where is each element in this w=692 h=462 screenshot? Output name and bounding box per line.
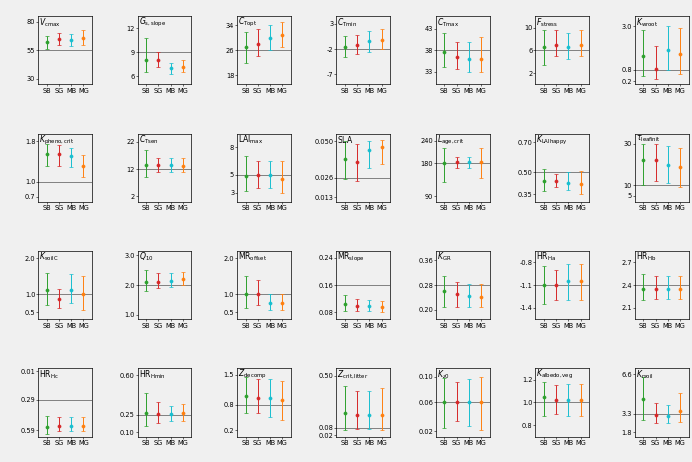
Text: $\mathrm{MR}_{\mathrm{slope}}$: $\mathrm{MR}_{\mathrm{slope}}$ [338, 251, 365, 264]
Text: $\mathrm{MR}_{\mathrm{offset}}$: $\mathrm{MR}_{\mathrm{offset}}$ [238, 251, 267, 263]
Text: $\mathrm{LAI}_{\mathrm{max}}$: $\mathrm{LAI}_{\mathrm{max}}$ [238, 134, 264, 146]
Text: $K_{\mathrm{wroot}}$: $K_{\mathrm{wroot}}$ [636, 16, 658, 29]
Text: $C_{\mathrm{Tmin}}$: $C_{\mathrm{Tmin}}$ [338, 16, 358, 29]
Text: $C_{\mathrm{Tmax}}$: $C_{\mathrm{Tmax}}$ [437, 16, 459, 29]
Text: $Z_{\mathrm{decomp}}$: $Z_{\mathrm{decomp}}$ [238, 368, 266, 382]
Text: $G_{\mathrm{s, slope}}$: $G_{\mathrm{s, slope}}$ [138, 16, 166, 29]
Text: $K_{\mathrm{soilC}}$: $K_{\mathrm{soilC}}$ [39, 251, 59, 263]
Text: $V_{\mathrm{cmax}}$: $V_{\mathrm{cmax}}$ [39, 16, 61, 29]
Text: $\mathrm{SLA}$: $\mathrm{SLA}$ [338, 134, 354, 145]
Text: $F_{\mathrm{stress}}$: $F_{\mathrm{stress}}$ [536, 16, 558, 29]
Text: $\mathrm{HR}_{\mathrm{Hc}}$: $\mathrm{HR}_{\mathrm{Hc}}$ [39, 368, 59, 381]
Text: $K_{\mathrm{LAlhappy}}$: $K_{\mathrm{LAlhappy}}$ [536, 134, 568, 146]
Text: $L_{\mathrm{age, crit}}$: $L_{\mathrm{age, crit}}$ [437, 134, 464, 146]
Text: $\mathrm{HR}_{\mathrm{Hmin}}$: $\mathrm{HR}_{\mathrm{Hmin}}$ [138, 368, 165, 381]
Text: $K_{\mathrm{pheno, crit}}$: $K_{\mathrm{pheno, crit}}$ [39, 134, 74, 146]
Text: $K_{\mathrm{albedo, veg}}$: $K_{\mathrm{albedo, veg}}$ [536, 368, 574, 382]
Text: $K_{\mathrm{GR}}$: $K_{\mathrm{GR}}$ [437, 251, 452, 263]
Text: $C_{\mathrm{Topt}}$: $C_{\mathrm{Topt}}$ [238, 16, 257, 29]
Text: $Q_{10}$: $Q_{10}$ [138, 251, 153, 263]
Text: $\mathrm{HR}_{\mathrm{Hb}}$: $\mathrm{HR}_{\mathrm{Hb}}$ [636, 251, 656, 263]
Text: $K_{z0}$: $K_{z0}$ [437, 368, 450, 381]
Text: $\tau_{\mathrm{leafinit}}$: $\tau_{\mathrm{leafinit}}$ [636, 134, 661, 144]
Text: $Z_{\mathrm{crit, litter}}$: $Z_{\mathrm{crit, litter}}$ [338, 368, 369, 381]
Text: $C_{\mathrm{Tsen}}$: $C_{\mathrm{Tsen}}$ [138, 134, 158, 146]
Text: $K_{\mathrm{rsoil}}$: $K_{\mathrm{rsoil}}$ [636, 368, 654, 381]
Text: $\mathrm{HR}_{\mathrm{Ha}}$: $\mathrm{HR}_{\mathrm{Ha}}$ [536, 251, 556, 263]
